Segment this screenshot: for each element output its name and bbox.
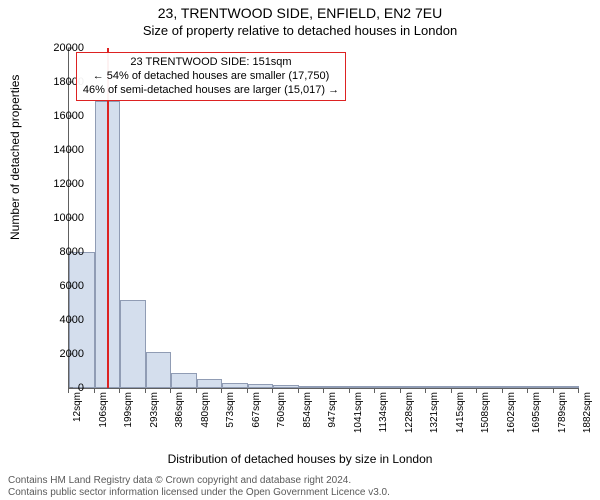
x-tick-mark: [374, 388, 375, 393]
histogram-bar: [248, 384, 274, 388]
chart-subtitle: Size of property relative to detached ho…: [0, 23, 600, 38]
x-tick-label: 1041sqm: [353, 392, 364, 452]
footer-line-2: Contains public sector information licen…: [8, 487, 390, 499]
histogram-bar: [222, 383, 248, 388]
histogram-bar: [452, 386, 478, 388]
x-tick-mark: [221, 388, 222, 393]
x-tick-mark: [476, 388, 477, 393]
annotation-line-2: ← 54% of detached houses are smaller (17…: [83, 70, 339, 84]
annotation-line-1: 23 TRENTWOOD SIDE: 151sqm: [83, 56, 339, 70]
x-tick-mark: [170, 388, 171, 393]
histogram-bar: [171, 373, 197, 388]
y-axis-label: Number of detached properties: [8, 75, 22, 240]
x-tick-label: 1321sqm: [429, 392, 440, 452]
x-tick-mark: [553, 388, 554, 393]
histogram-bar: [350, 386, 376, 388]
x-axis-label: Distribution of detached houses by size …: [0, 452, 600, 466]
x-tick-mark: [94, 388, 95, 393]
x-tick-mark: [400, 388, 401, 393]
chart-title: 23, TRENTWOOD SIDE, ENFIELD, EN2 7EU: [0, 5, 600, 21]
x-tick-label: 947sqm: [327, 392, 338, 452]
x-tick-mark: [272, 388, 273, 393]
footer-line-1: Contains HM Land Registry data © Crown c…: [8, 475, 390, 487]
x-tick-mark: [323, 388, 324, 393]
x-tick-label: 12sqm: [72, 392, 83, 452]
x-tick-mark: [578, 388, 579, 393]
chart-container: 23, TRENTWOOD SIDE, ENFIELD, EN2 7EU Siz…: [0, 0, 600, 500]
histogram-bar: [426, 386, 452, 388]
x-tick-label: 1134sqm: [378, 392, 389, 452]
x-tick-mark: [145, 388, 146, 393]
x-tick-label: 1228sqm: [404, 392, 415, 452]
x-tick-label: 854sqm: [302, 392, 313, 452]
y-tick-label: 10000: [34, 212, 84, 224]
annotation-line-3: 46% of semi-detached houses are larger (…: [83, 84, 339, 98]
histogram-bar: [146, 352, 172, 388]
x-tick-label: 1789sqm: [557, 392, 568, 452]
x-tick-label: 106sqm: [98, 392, 109, 452]
histogram-bar: [273, 385, 299, 388]
x-tick-label: 199sqm: [123, 392, 134, 452]
x-tick-label: 1508sqm: [480, 392, 491, 452]
histogram-bar: [120, 300, 146, 388]
histogram-bar: [503, 386, 529, 388]
annotation-box: 23 TRENTWOOD SIDE: 151sqm ← 54% of detac…: [76, 52, 346, 101]
x-tick-label: 386sqm: [174, 392, 185, 452]
x-tick-mark: [68, 388, 69, 393]
y-tick-label: 12000: [34, 178, 84, 190]
x-tick-label: 760sqm: [276, 392, 287, 452]
histogram-bar: [477, 386, 503, 388]
x-tick-mark: [196, 388, 197, 393]
footer-attribution: Contains HM Land Registry data © Crown c…: [8, 475, 390, 498]
x-tick-mark: [451, 388, 452, 393]
histogram-bar: [528, 386, 554, 388]
x-tick-label: 1415sqm: [455, 392, 466, 452]
x-tick-label: 1602sqm: [506, 392, 517, 452]
x-tick-mark: [119, 388, 120, 393]
x-tick-mark: [349, 388, 350, 393]
x-tick-label: 293sqm: [149, 392, 160, 452]
x-tick-mark: [425, 388, 426, 393]
x-tick-label: 1695sqm: [531, 392, 542, 452]
y-tick-label: 14000: [34, 144, 84, 156]
histogram-bar: [554, 386, 580, 388]
x-tick-label: 1882sqm: [582, 392, 593, 452]
x-tick-mark: [502, 388, 503, 393]
x-tick-mark: [298, 388, 299, 393]
histogram-bar: [375, 386, 401, 388]
histogram-bar: [324, 386, 350, 388]
x-tick-mark: [247, 388, 248, 393]
y-tick-label: 2000: [34, 348, 84, 360]
histogram-bar: [401, 386, 427, 388]
y-tick-label: 6000: [34, 280, 84, 292]
x-tick-mark: [527, 388, 528, 393]
y-tick-label: 16000: [34, 110, 84, 122]
x-tick-label: 667sqm: [251, 392, 262, 452]
histogram-bar: [197, 379, 223, 388]
y-tick-label: 4000: [34, 314, 84, 326]
x-tick-label: 573sqm: [225, 392, 236, 452]
x-tick-label: 480sqm: [200, 392, 211, 452]
histogram-bar: [299, 386, 325, 388]
y-tick-label: 8000: [34, 246, 84, 258]
